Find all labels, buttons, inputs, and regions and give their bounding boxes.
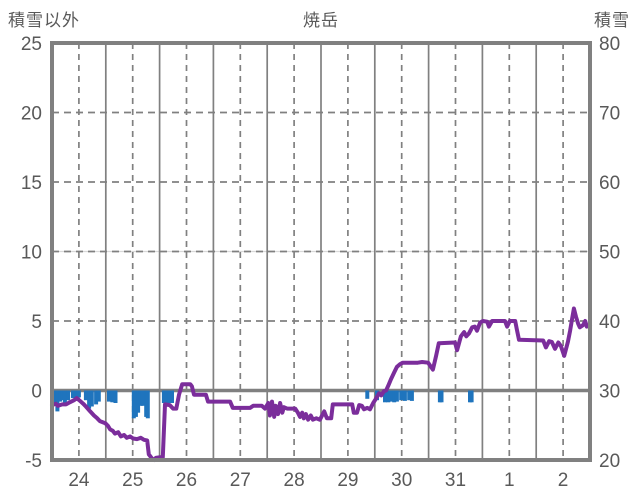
precip-bar: [89, 390, 94, 407]
precip-bar: [145, 390, 150, 419]
precip-bar: [167, 390, 172, 403]
precip-bar: [58, 390, 63, 402]
x-tick-label: 26: [176, 470, 197, 491]
y-right-tick-label: 70: [599, 104, 620, 125]
precip-bar: [383, 390, 387, 403]
precip-bar: [113, 390, 118, 403]
y-left-tick-label: 10: [21, 243, 42, 264]
y-right-tick-label: 60: [599, 173, 620, 194]
y-right-tick-label: 50: [599, 243, 620, 264]
y-right-tick-label: 40: [599, 312, 620, 333]
precip-bar: [402, 390, 407, 401]
y-right-tick-label: 30: [599, 382, 620, 403]
precip-bar: [409, 390, 414, 401]
precip-bar: [407, 390, 412, 401]
y-right-tick-label: 20: [599, 451, 620, 472]
precip-bar: [96, 390, 101, 402]
y-left-tick-label: 25: [21, 34, 42, 55]
x-tick-label: 28: [284, 470, 305, 491]
precip-bar: [83, 390, 88, 401]
snow-depth-line: [50, 306, 592, 462]
y-left-tick-label: 15: [21, 173, 42, 194]
precip-bar: [164, 390, 169, 403]
precip-bar: [133, 390, 138, 417]
y-left-tick-label: 20: [21, 104, 42, 125]
precip-bar: [110, 390, 115, 403]
x-tick-label: 29: [337, 470, 358, 491]
precip-bar: [161, 390, 166, 403]
x-tick-label: 25: [122, 470, 143, 491]
x-tick-label: 30: [391, 470, 412, 491]
precip-bar: [394, 390, 399, 402]
precip-bar: [399, 390, 404, 401]
precip-bar: [138, 390, 143, 406]
precip-bar: [71, 390, 75, 399]
precip-bar: [74, 390, 79, 399]
precip-bar: [439, 390, 444, 403]
precip-bar: [76, 390, 81, 398]
precip-bar: [140, 390, 145, 406]
precip-bar: [87, 390, 92, 409]
precip-bar: [365, 390, 370, 399]
y-left-tick-label: -5: [25, 451, 42, 472]
precip-bar: [136, 390, 141, 413]
chart-title: 焼岳: [303, 11, 339, 30]
precip-bar: [131, 390, 136, 419]
precip-bar: [62, 390, 67, 403]
precip-bar: [392, 390, 397, 403]
y-right-tick-label: 80: [599, 34, 620, 55]
y-left-tick-label: 0: [31, 382, 42, 403]
precip-bar: [469, 390, 474, 403]
x-tick-label: 31: [445, 470, 466, 491]
precip-bar: [60, 390, 65, 401]
precip-bar: [107, 390, 111, 402]
plot-border: [50, 41, 592, 462]
x-tick-label: 2: [558, 470, 569, 491]
y-left-tick-label: 5: [31, 312, 42, 333]
precip-bar: [66, 390, 71, 401]
x-tick-label: 24: [68, 470, 90, 491]
precip-bar: [386, 390, 391, 403]
x-tick-label: 1: [504, 470, 515, 491]
precip-bar: [55, 390, 60, 412]
x-tick-label: 27: [230, 470, 251, 491]
right-axis-title: 積雪: [594, 11, 630, 30]
precip-bar: [170, 390, 174, 403]
precip-bar: [94, 390, 99, 405]
left-axis-title: 積雪以外: [8, 11, 80, 30]
precip-bar: [388, 390, 393, 402]
